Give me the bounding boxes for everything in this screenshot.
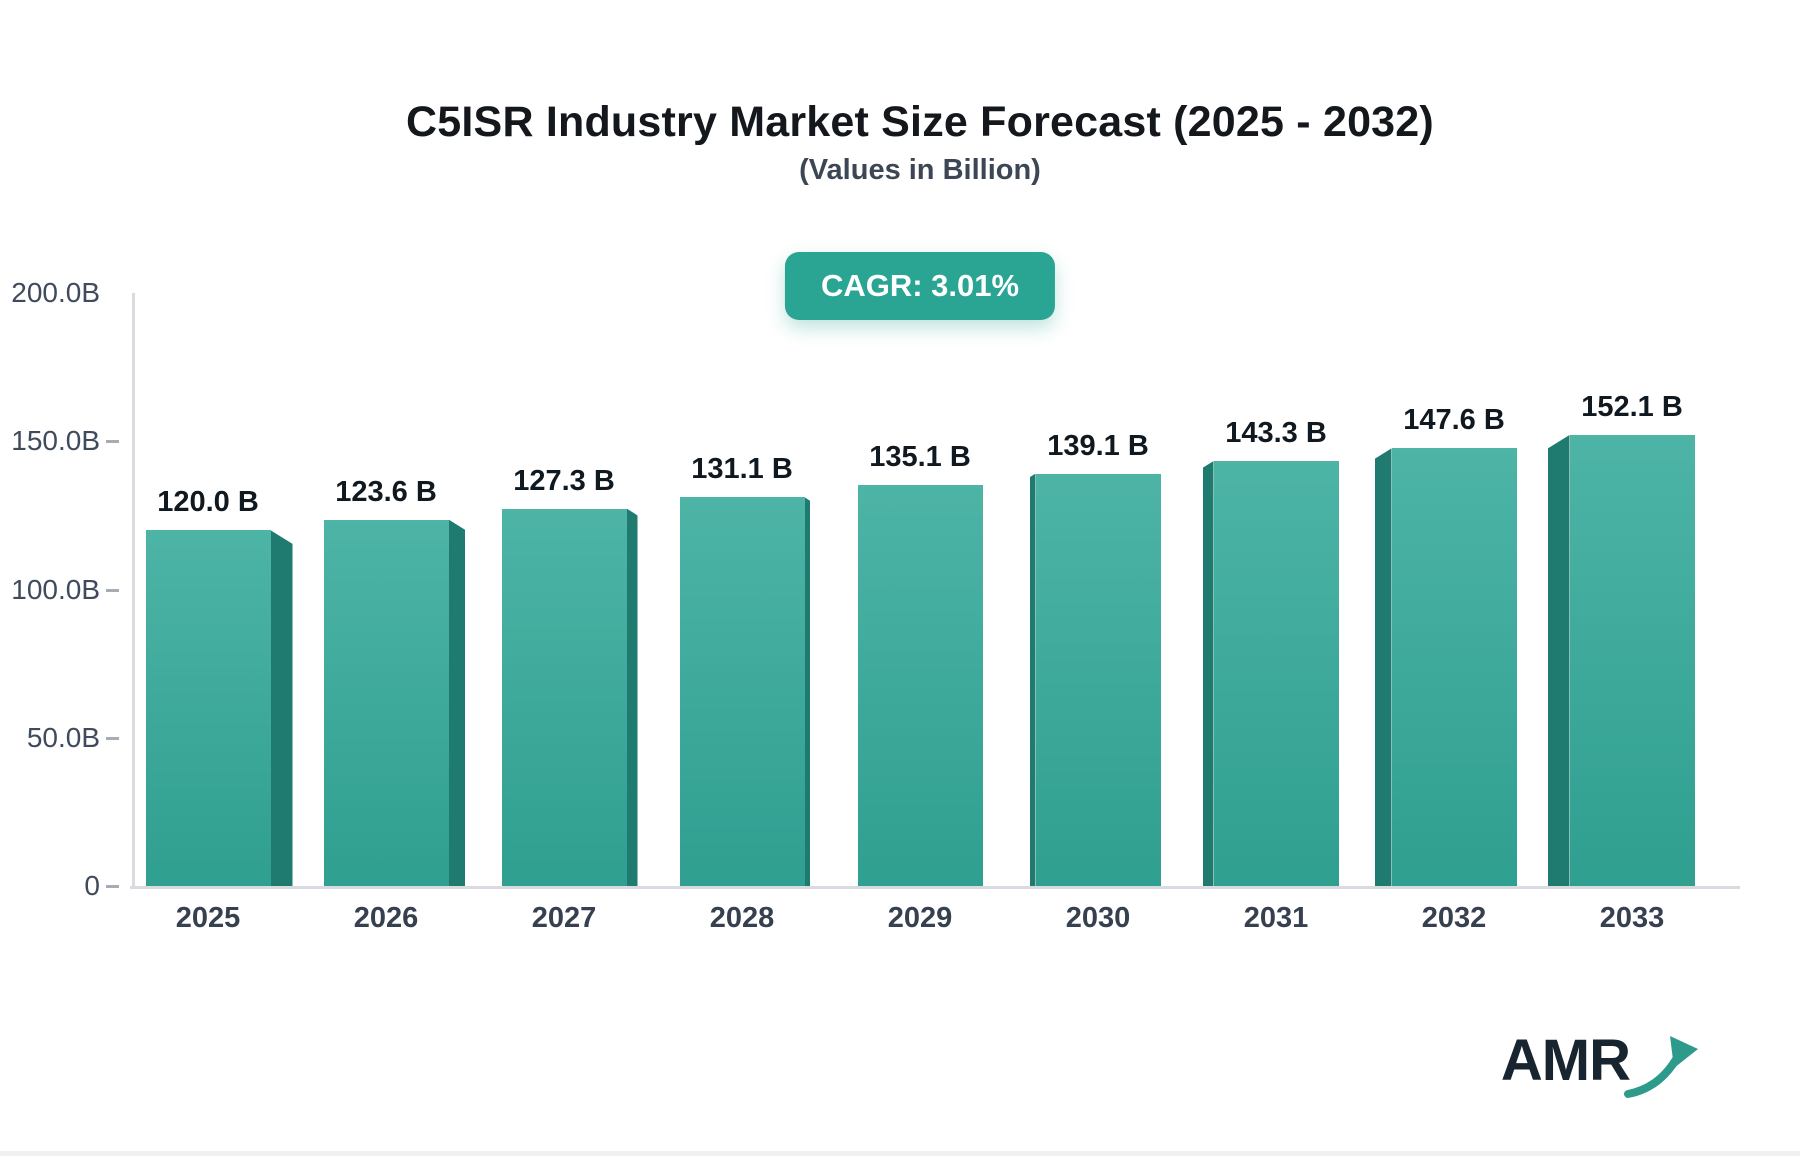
- y-axis-tick-label: 150.0B: [11, 425, 100, 457]
- bar-side-face: [1375, 448, 1392, 888]
- chart-title: C5ISR Industry Market Size Forecast (202…: [406, 98, 1434, 146]
- x-axis-tick-label: 2031: [1243, 902, 1309, 934]
- bar-side-face: [626, 508, 638, 888]
- bar-front-face: [857, 485, 983, 888]
- bar-value-label: 127.3 B: [513, 464, 615, 497]
- bar-value-label: 123.6 B: [335, 475, 437, 508]
- bar-front-face: [501, 508, 627, 888]
- x-axis-tick-label: 2027: [531, 902, 597, 934]
- bar-value-label: 152.1 B: [1581, 391, 1683, 424]
- bar-front-face: [323, 519, 449, 888]
- y-axis-tick-label: 50.0B: [26, 721, 100, 753]
- bar-value-label: 147.6 B: [1403, 404, 1505, 437]
- x-axis-tick-label: 2033: [1599, 902, 1665, 934]
- amr-logo: AMR: [1501, 1032, 1702, 1102]
- y-axis-line: [132, 293, 135, 889]
- bar-front-face: [1391, 448, 1517, 888]
- amr-logo-text: AMR: [1500, 1028, 1631, 1093]
- bar-value-label: 131.1 B: [691, 453, 793, 486]
- bar-front-face: [145, 530, 271, 888]
- x-axis-tick-label: 2030: [1065, 902, 1131, 934]
- bar-value-label: 143.3 B: [1225, 417, 1327, 450]
- bar-value-label: 135.1 B: [869, 441, 971, 474]
- bar-front-face: [1569, 435, 1695, 888]
- chart-subtitle: (Values in Billion): [799, 154, 1041, 186]
- x-axis-tick-label: 2028: [709, 902, 775, 934]
- x-axis-tick-label: 2025: [175, 902, 241, 934]
- cagr-badge: CAGR: 3.01%: [784, 252, 1056, 320]
- y-axis-tick-mark: [106, 588, 119, 592]
- bar-front-face: [1035, 473, 1161, 888]
- bottom-edge-divider: [0, 1151, 1800, 1156]
- bar-side-face: [1547, 435, 1570, 888]
- y-axis-tick-label: 200.0B: [11, 277, 100, 308]
- y-axis-tick-mark: [106, 440, 119, 444]
- bar-value-label: 120.0 B: [157, 486, 259, 519]
- bar-side-face: [448, 519, 465, 888]
- y-axis-tick-mark: [106, 736, 119, 740]
- bar-side-face: [1202, 461, 1214, 888]
- x-axis-baseline: [130, 886, 1740, 889]
- bar-front-face: [1213, 461, 1339, 888]
- bar-side-face: [804, 497, 810, 888]
- bar-value-label: 139.1 B: [1047, 429, 1149, 462]
- x-axis-tick-label: 2032: [1421, 902, 1487, 934]
- y-axis-tick-mark: [106, 885, 119, 888]
- x-axis-tick-label: 2029: [887, 902, 953, 934]
- y-axis-tick-label: 100.0B: [11, 573, 100, 605]
- y-axis-tick-label: 0: [84, 870, 100, 901]
- bar-side-face: [270, 530, 293, 888]
- x-axis-tick-label: 2026: [353, 902, 419, 934]
- bar-front-face: [679, 497, 805, 888]
- growth-arrow-icon: [1624, 1036, 1698, 1098]
- bar-side-face: [1030, 473, 1036, 888]
